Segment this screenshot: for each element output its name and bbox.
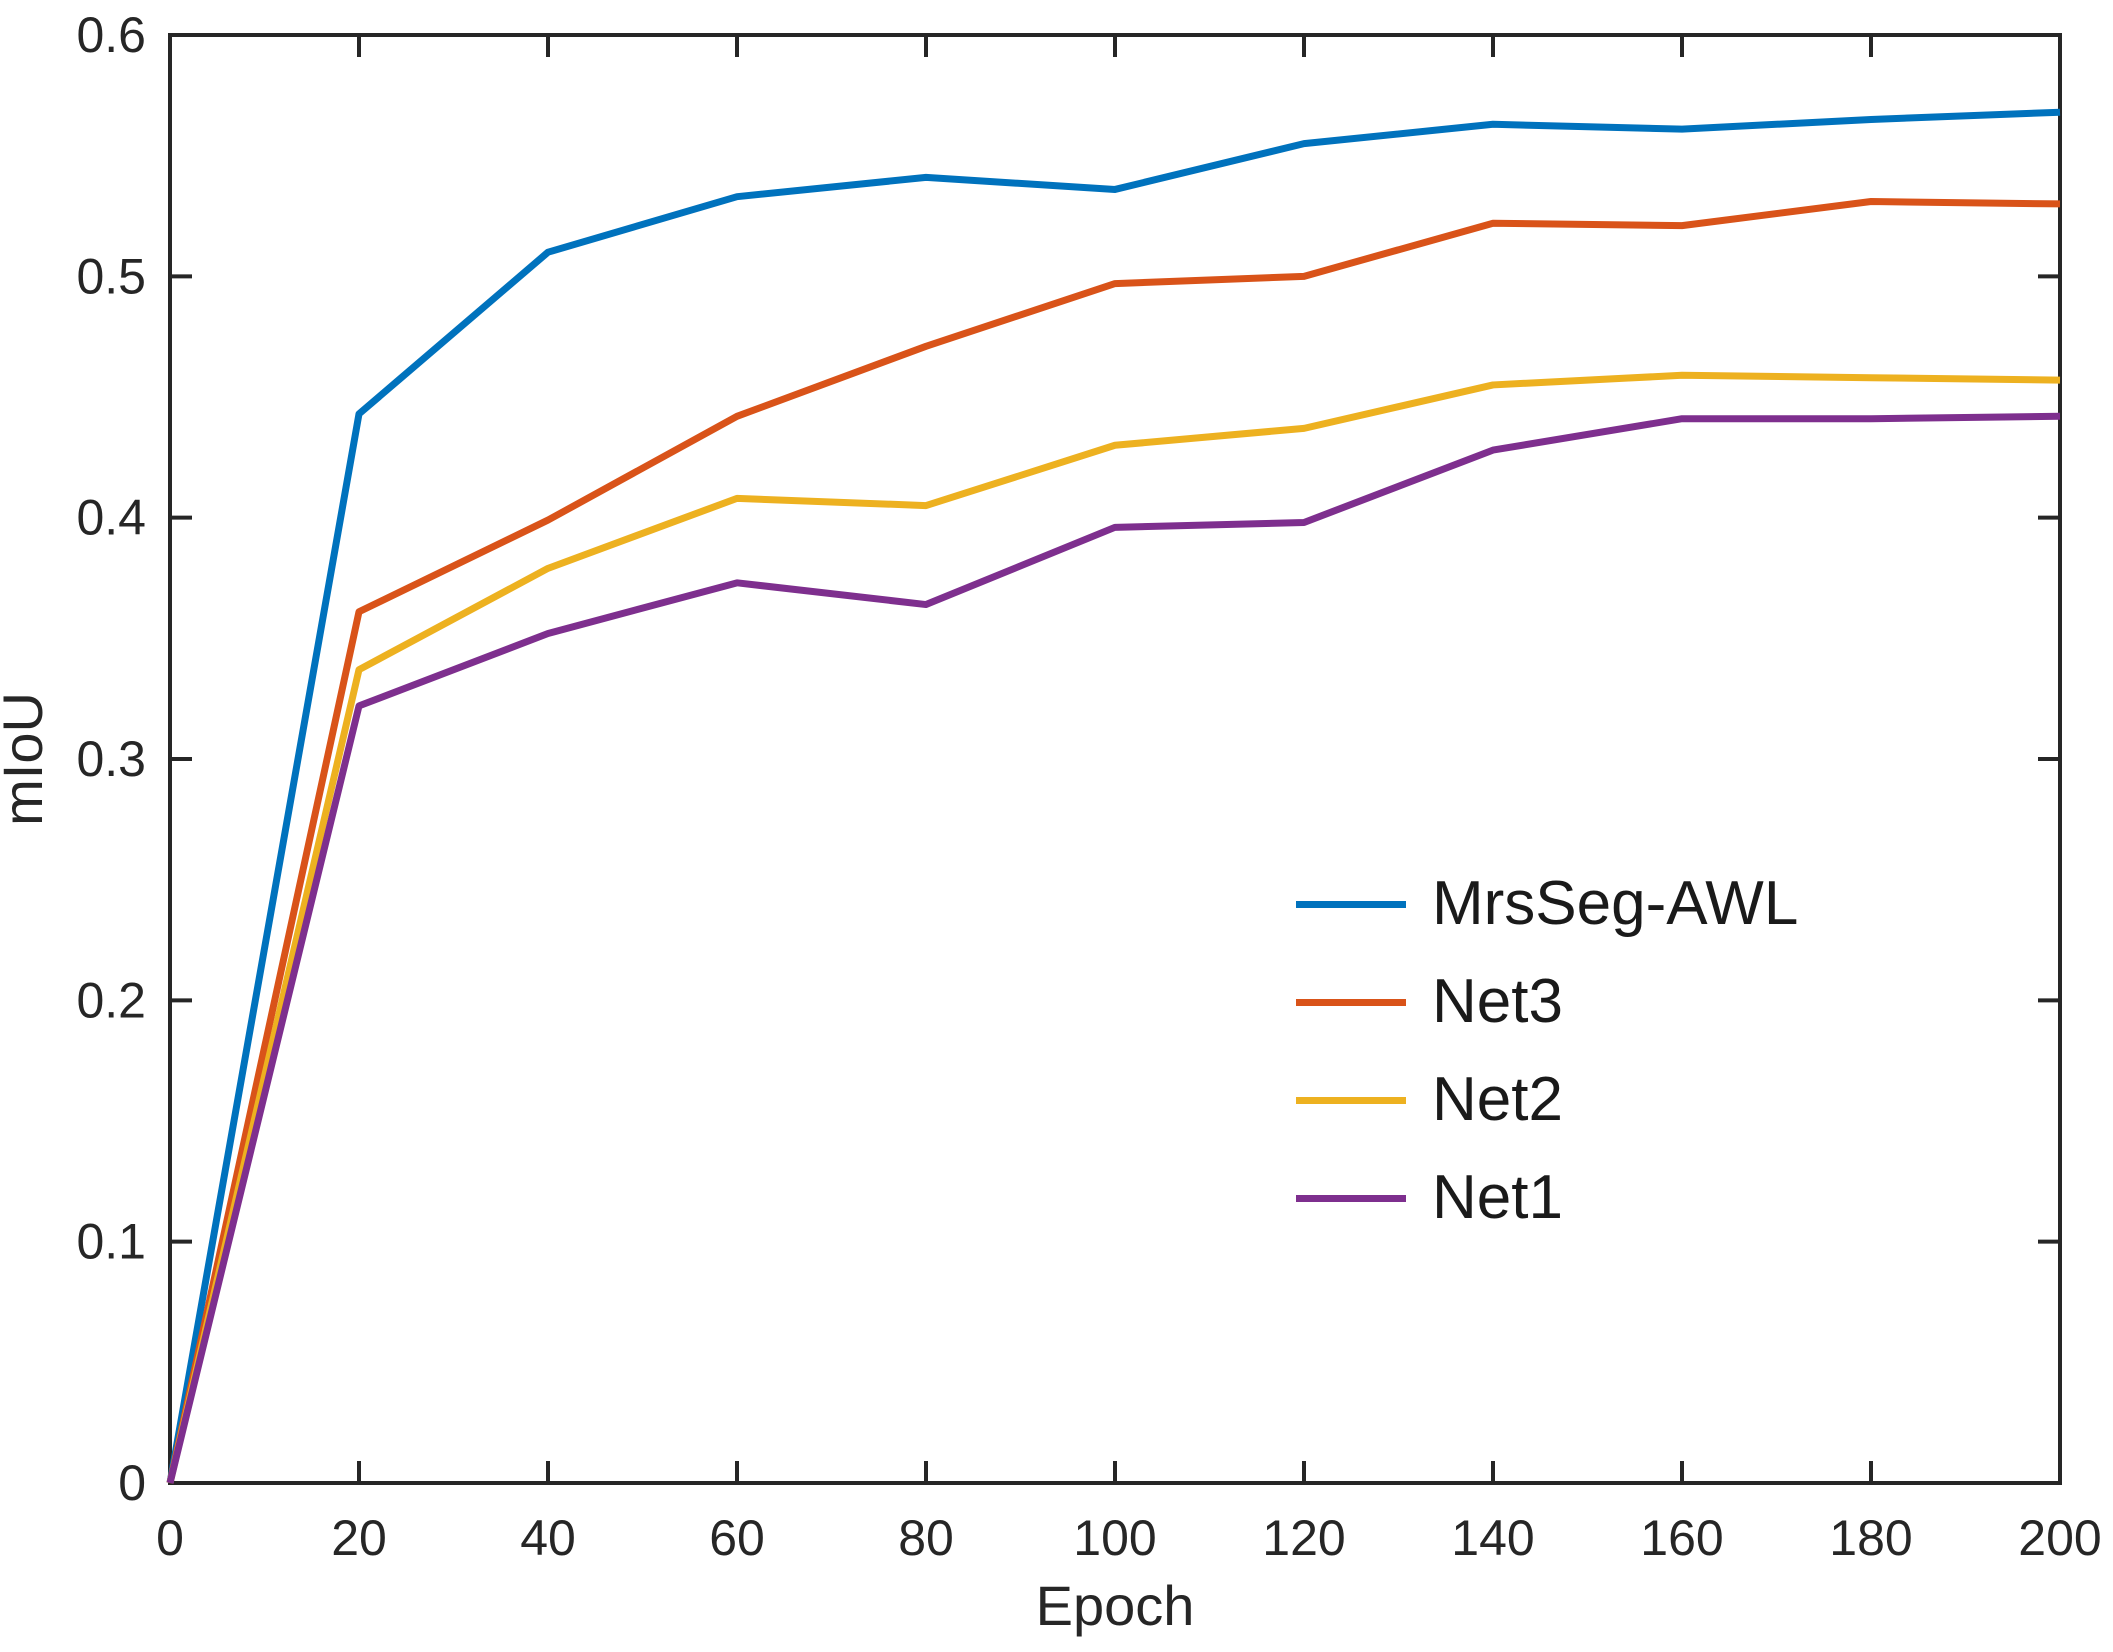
y-axis-label: mIoU	[0, 692, 54, 826]
x-tick-label: 80	[898, 1510, 954, 1566]
legend-label-net1: Net1	[1432, 1163, 1563, 1232]
x-tick-label: 0	[156, 1510, 184, 1566]
legend-label-mrsseg-awl: MrsSeg-AWL	[1432, 869, 1799, 938]
y-tick-label: 0	[118, 1455, 146, 1511]
y-tick-label: 0.3	[76, 731, 146, 787]
x-tick-label: 40	[520, 1510, 576, 1566]
legend: MrsSeg-AWL Net3 Net2 Net1	[1296, 855, 1798, 1247]
x-tick-label: 120	[1262, 1510, 1345, 1566]
y-tick-label: 0.1	[76, 1214, 146, 1270]
legend-swatch-net3	[1296, 998, 1406, 1006]
legend-swatch-net2	[1296, 1096, 1406, 1104]
y-tick-label: 0.6	[76, 7, 146, 63]
legend-swatch-net1	[1296, 1194, 1406, 1202]
series-line-MrsSeg-AWL	[166, 108, 2061, 1484]
series-line-Net2	[166, 371, 2061, 1484]
y-tick-label: 0.5	[76, 248, 146, 304]
legend-item-net1: Net1	[1296, 1149, 1798, 1247]
x-tick-label: 20	[331, 1510, 387, 1566]
series-line-Net1	[166, 412, 2061, 1484]
legend-item-net3: Net3	[1296, 953, 1798, 1051]
x-tick-label: 100	[1073, 1510, 1156, 1566]
x-tick-label: 140	[1451, 1510, 1534, 1566]
series-line-Net3	[166, 198, 2061, 1484]
x-axis-label: Epoch	[1036, 1574, 1195, 1637]
legend-label-net2: Net2	[1432, 1065, 1563, 1134]
y-tick-label: 0.4	[76, 490, 146, 546]
x-tick-label: 180	[1829, 1510, 1912, 1566]
axes-box	[168, 33, 2062, 1485]
legend-item-mrsseg-awl: MrsSeg-AWL	[1296, 855, 1798, 953]
legend-swatch-mrsseg-awl	[1296, 900, 1406, 908]
x-tick-label: 160	[1640, 1510, 1723, 1566]
x-tick-label: 200	[2018, 1510, 2101, 1566]
x-tick-label: 60	[709, 1510, 765, 1566]
legend-label-net3: Net3	[1432, 967, 1563, 1036]
legend-item-net2: Net2	[1296, 1051, 1798, 1149]
y-tick-label: 0.2	[76, 972, 146, 1028]
